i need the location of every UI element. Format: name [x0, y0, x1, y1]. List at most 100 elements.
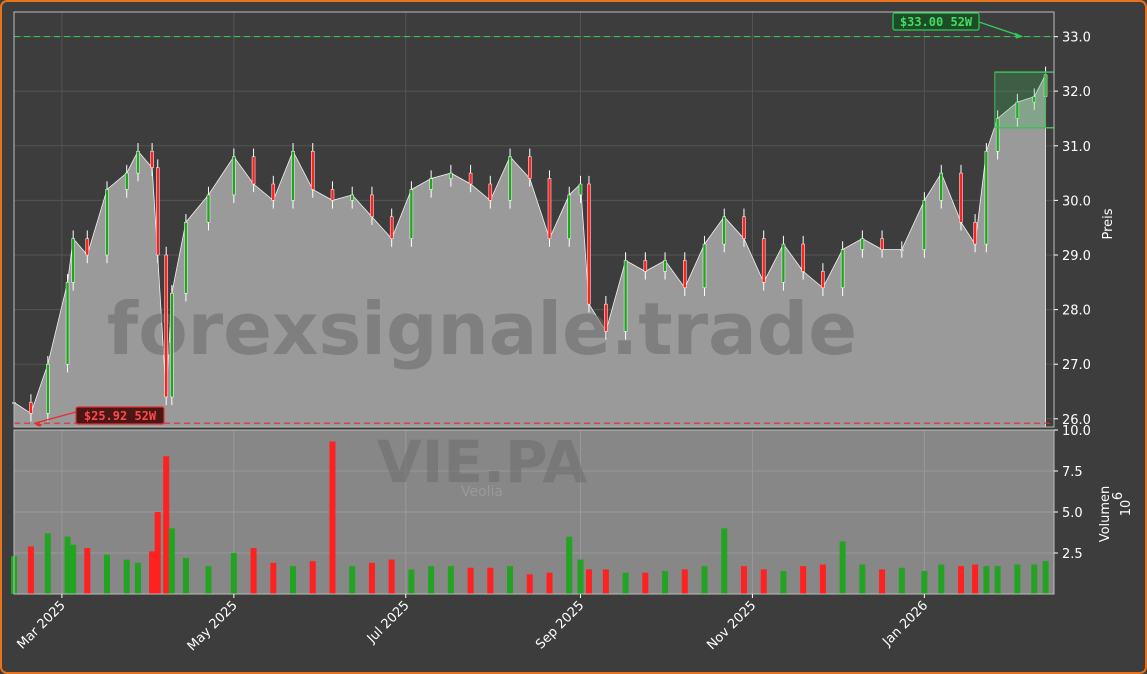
volume-bar: [585, 569, 592, 594]
volume-bar: [507, 566, 514, 594]
candle-body: [939, 172, 944, 201]
candle-body: [1015, 101, 1020, 119]
volume-scale-label: 10: [1119, 500, 1134, 517]
candle-body: [587, 183, 591, 305]
volume-bar: [447, 566, 454, 594]
candle-body: [508, 156, 512, 201]
volume-bar: [250, 548, 257, 594]
high-52w-arrowhead: [1015, 32, 1023, 39]
candle-body: [578, 183, 583, 196]
candle-body: [1032, 96, 1037, 103]
candle-body: [702, 243, 707, 289]
candle-body: [663, 260, 667, 272]
volume-bar: [290, 566, 297, 594]
price-panel-border: [13, 11, 1055, 428]
volume-bar: [205, 566, 212, 594]
volume-bar: [349, 566, 356, 594]
candle-body: [155, 167, 160, 256]
volume-bar: [577, 559, 584, 594]
candle-body: [722, 216, 726, 245]
volume-bar: [84, 548, 91, 594]
time-tick-label: Nov 2025: [704, 598, 759, 653]
volume-bar: [368, 562, 375, 594]
candle-body: [170, 292, 174, 398]
candle-body: [801, 243, 805, 272]
volume-bar: [309, 561, 316, 594]
volume-bar: [27, 546, 34, 594]
time-tick-label: Jul 2025: [364, 598, 413, 647]
volume-bar: [662, 571, 669, 594]
candle-body: [643, 260, 648, 272]
candle-body: [995, 118, 1000, 152]
volume-bar: [526, 574, 533, 594]
candle-body: [311, 150, 315, 190]
candle-body: [623, 260, 628, 332]
candle-body: [683, 260, 687, 289]
volume-bar: [898, 567, 905, 594]
low-52w-label: $25.92 52W: [84, 409, 157, 423]
price-tick-label: 31.0: [1062, 140, 1091, 155]
volume-bar: [64, 536, 71, 594]
time-tick-label: Jan 2026: [879, 598, 931, 650]
volume-bar: [740, 566, 747, 594]
volume-bar: [994, 566, 1001, 594]
watermark-layer: forexsignale.trade VIE.PA Veolia: [107, 287, 857, 500]
volume-bar: [168, 528, 175, 594]
candle-body: [860, 238, 865, 250]
volume-bar: [721, 528, 728, 594]
low-52w-label-box: [75, 406, 165, 425]
candle-body: [781, 243, 786, 283]
volume-bar: [408, 569, 415, 594]
time-tick-label: Mar 2025: [14, 598, 68, 652]
candle-body: [900, 249, 904, 251]
candle-body: [528, 156, 532, 179]
volume-tick-label: 10.0: [1062, 424, 1091, 439]
volume-bar: [839, 541, 846, 594]
candle-body: [232, 156, 236, 196]
volume-bar: [701, 566, 708, 594]
time-tick-label: May 2025: [185, 598, 241, 654]
volume-bar: [819, 564, 826, 594]
volume-bar: [622, 572, 629, 594]
candle-body: [150, 150, 154, 168]
volume-bar: [1031, 564, 1038, 594]
candle-body: [409, 189, 414, 239]
volume-bar: [546, 572, 553, 594]
candle-body: [880, 238, 884, 250]
candle-body: [973, 221, 977, 245]
price-tick-label: 28.0: [1062, 304, 1091, 319]
candle-body: [959, 172, 963, 223]
volume-bar: [566, 536, 573, 594]
price-tick-label: 33.0: [1062, 31, 1091, 46]
watermark-text: forexsignale.trade: [107, 287, 857, 371]
candle-body: [370, 194, 374, 218]
candle-body: [184, 221, 188, 294]
high-52w-label: $33.00 52W: [900, 15, 973, 29]
watermark-company: Veolia: [461, 484, 503, 500]
candle-body: [604, 303, 608, 332]
price-tick-label: 30.0: [1062, 194, 1091, 209]
candle-body: [429, 178, 433, 190]
low-52w-arrow: [34, 411, 77, 424]
volume-bar: [487, 567, 494, 594]
volume-bar: [1014, 564, 1021, 594]
volume-bars-layer: [11, 441, 1049, 594]
candle-body: [124, 172, 129, 190]
volume-bar: [972, 564, 979, 594]
volume-bar: [859, 564, 866, 594]
volume-bar: [921, 571, 928, 594]
candle-body: [136, 150, 140, 174]
volume-bar: [467, 567, 474, 594]
volume-bar: [957, 566, 964, 594]
candle-body: [567, 194, 571, 239]
candle-body: [922, 200, 927, 250]
candle-body: [547, 178, 552, 239]
candle-body: [65, 282, 70, 365]
volume-bar: [123, 559, 130, 594]
volume-bar: [602, 569, 609, 594]
volume-bar: [329, 441, 336, 594]
volume-bar: [879, 569, 886, 594]
volume-scale-exponent: 6: [1111, 492, 1126, 500]
candle-body: [350, 194, 354, 201]
